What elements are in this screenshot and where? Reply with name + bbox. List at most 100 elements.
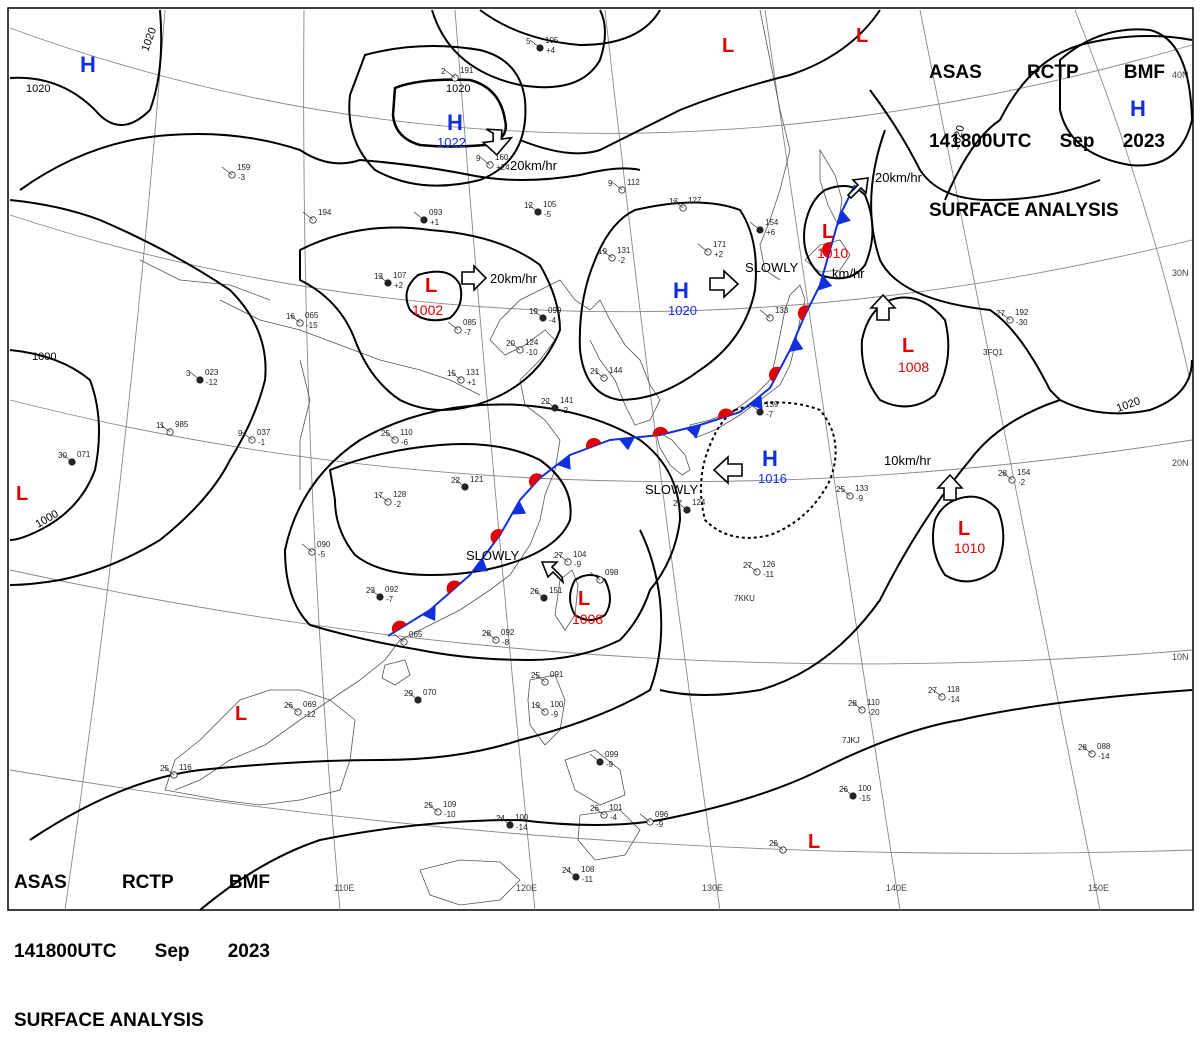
station-temperature: 21: [590, 367, 599, 376]
movement-japan-low: km/hr: [832, 266, 865, 281]
parallel-0n: [9, 769, 1193, 854]
station-tendency: +24: [496, 163, 510, 172]
station-plot: 139-7: [749, 400, 779, 419]
station-wind-barb: [639, 813, 651, 823]
station-tendency: -5: [544, 210, 552, 219]
station-plot: 154+6: [749, 218, 779, 237]
lon-label-130e: 130E: [702, 883, 723, 893]
station-temperature: 27: [554, 551, 563, 560]
high-ne-symbol: H: [1130, 96, 1146, 121]
coast-mindanao: [577, 809, 641, 861]
low-top-1-symbol: L: [722, 35, 734, 57]
station-tendency: -9: [574, 560, 582, 569]
header-center: RCTP: [1026, 62, 1079, 83]
station-wind-barb: [369, 588, 381, 598]
station-temperature: 23: [366, 586, 375, 595]
station-id-7jkj: 7JKJ: [842, 736, 860, 745]
station-wind-barb: [565, 868, 577, 878]
station-tendency: -6: [401, 438, 409, 447]
station-pressure: 124: [525, 338, 539, 347]
low-pacific-south-symbol: L: [958, 518, 970, 540]
station-plot: 17 128-2: [374, 490, 407, 509]
station-plot: 16 065-15: [286, 311, 319, 330]
station-temperature: 22: [451, 476, 460, 485]
station-plot: 194: [302, 208, 332, 224]
header-center: RCTP: [121, 872, 174, 893]
station-plot: 9 160+24: [476, 153, 510, 172]
station-wind-barb: [527, 203, 539, 213]
station-wind-barb: [772, 841, 784, 851]
front-cold-symbol: [685, 424, 702, 439]
station-plot: 13 127: [669, 196, 702, 212]
station-plot: 27 192-30: [996, 308, 1029, 327]
isobar-top-arc: [431, 9, 606, 89]
high-nw-symbol: H: [80, 52, 96, 77]
station-wind-barb: [287, 703, 299, 713]
station-temperature: 19: [531, 701, 540, 710]
station-tendency: -7: [766, 410, 774, 419]
station-temperature: 28: [848, 699, 857, 708]
station-plot: 12 105-5: [524, 200, 557, 219]
station-temperature: 27: [928, 686, 937, 695]
station-wind-barb: [534, 673, 546, 683]
station-plot: 24 108-11: [562, 865, 595, 884]
movement-pacific: 10km/hr: [884, 453, 932, 468]
station-pressure: 118: [947, 685, 960, 694]
station-plot: 21 144: [590, 366, 623, 382]
motion-arrows: [461, 128, 964, 585]
station-plot: 25 109-10: [424, 800, 457, 819]
station-tendency: -3: [238, 173, 246, 182]
station-tendency: -12: [206, 378, 218, 387]
station-wind-barb: [532, 309, 544, 319]
station-temperature: 17: [374, 491, 383, 500]
station-pressure: 085: [463, 318, 477, 327]
isobar-inner-low: [405, 270, 463, 322]
station-pressure: 191: [460, 66, 474, 75]
coast-japan-kyushu: [654, 429, 691, 476]
station-wind-barb: [241, 431, 253, 441]
low-taiwan-pressure: 1008: [572, 611, 603, 627]
station-wind-barb: [529, 39, 541, 49]
station-plot: 26 101-4: [590, 803, 623, 822]
front-warm-symbol: [446, 580, 461, 594]
station-wind-barb: [159, 423, 171, 433]
station-plot: 28 110-20: [848, 698, 880, 717]
station-wind-barb: [534, 703, 546, 713]
station-wind-barb: [544, 399, 556, 409]
station-temperature: 25: [381, 429, 390, 438]
station-tendency: -2: [1018, 478, 1026, 487]
header-time: 141800UTC: [14, 941, 117, 962]
station-pressure: 092: [501, 628, 515, 637]
station-tendency: -14: [1098, 752, 1110, 761]
station-wind-barb: [302, 211, 314, 221]
station-pressure: 092: [385, 585, 399, 594]
front-warm-symbol: [652, 426, 669, 437]
station-pressure: 141: [560, 396, 574, 405]
stationary-front: [387, 184, 856, 637]
station-temperature: 2: [441, 67, 446, 76]
station-temperature: 25: [424, 801, 433, 810]
isobar-west-big: [19, 133, 641, 191]
station-plot: 27 118-14: [928, 685, 960, 704]
front-warm-symbol: [768, 366, 781, 382]
station-wind-barb: [593, 369, 605, 379]
station-plot: 065: [393, 630, 423, 646]
station-temperature: 12: [524, 201, 533, 210]
station-temperature: 11: [156, 421, 165, 430]
station-plot: 090-5: [301, 540, 331, 559]
front-cold-symbol: [422, 606, 436, 621]
station-plot: 5 105+4: [526, 36, 559, 55]
front-cold-symbol: [556, 455, 571, 470]
station-tendency: -9: [856, 494, 864, 503]
station-pressure: 133: [775, 306, 789, 315]
station-pressure: 116: [179, 763, 192, 772]
coast-visayas: [564, 749, 626, 806]
station-plot: 27 126-11: [743, 560, 776, 579]
map-frame: [7, 7, 1194, 911]
low-south-symbol: L: [808, 831, 820, 853]
station-plot: 19 100-9: [531, 700, 564, 719]
low-hokkaido-symbol: L: [822, 221, 834, 243]
station-tendency: -9: [551, 710, 559, 719]
station-plot: 25 116: [160, 763, 192, 779]
station-wind-barb: [189, 371, 201, 381]
